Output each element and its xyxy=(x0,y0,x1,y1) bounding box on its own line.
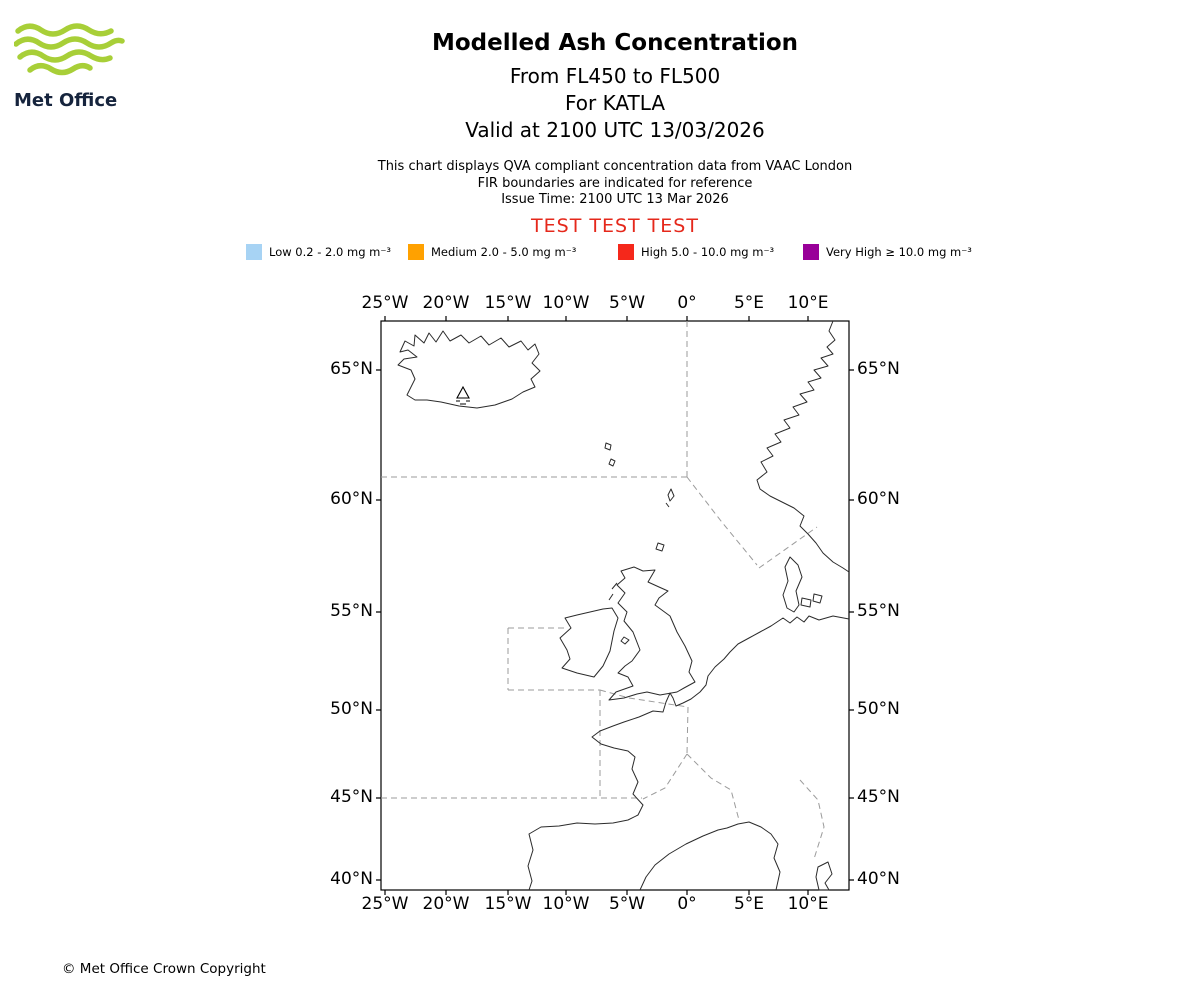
x-tick-bottom-20w: 20°W xyxy=(422,894,470,914)
legend-label-low: Low 0.2 - 2.0 mg m⁻³ xyxy=(269,245,392,259)
x-tick-top-10w: 10°W xyxy=(542,293,590,313)
coast-continental-europe xyxy=(527,615,850,891)
page-title: Modelled Ash Concentration xyxy=(431,30,799,56)
legend-item-low: Low 0.2 - 2.0 mg m⁻³ xyxy=(246,244,391,260)
coastlines xyxy=(397,320,850,891)
legend-swatch-high xyxy=(618,244,634,260)
coast-iceland xyxy=(397,330,541,409)
y-tick-left-45n: 45°N xyxy=(330,787,373,807)
x-tick-bottom-5w: 5°W xyxy=(608,894,646,914)
legend-swatch-low xyxy=(246,244,262,260)
coast-norway-sweden xyxy=(756,320,850,573)
y-tick-right-40n: 40°N xyxy=(857,869,900,889)
coast-isle-of-man xyxy=(620,636,630,645)
coast-great-britain xyxy=(608,566,696,701)
y-tick-right-60n: 60°N xyxy=(857,489,900,509)
x-tick-top-5e: 5°E xyxy=(733,293,765,313)
map-area xyxy=(373,313,857,898)
y-tick-left-65n: 65°N xyxy=(330,359,373,379)
y-tick-right-45n: 45°N xyxy=(857,787,900,807)
x-tick-bottom-5e: 5°E xyxy=(733,894,765,914)
x-tick-bottom-10e: 10°E xyxy=(787,894,829,914)
test-banner: TEST TEST TEST xyxy=(531,215,699,237)
x-tick-bottom-0: 0° xyxy=(677,894,697,914)
coast-corsica xyxy=(815,861,833,891)
coast-mediterranean xyxy=(639,821,781,891)
axis-ticks xyxy=(376,316,854,895)
logo-waves-icon xyxy=(13,23,125,76)
legend-swatch-medium xyxy=(408,244,424,260)
map-frame xyxy=(380,320,850,891)
volcano-line: For KATLA xyxy=(565,91,665,115)
legend-label-very-high: Very High ≥ 10.0 mg m⁻³ xyxy=(826,245,972,259)
logo-brand-text: Met Office xyxy=(14,90,118,111)
x-tick-bottom-15w: 15°W xyxy=(484,894,532,914)
legend-item-high: High 5.0 - 10.0 mg m⁻³ xyxy=(618,244,774,260)
coast-ireland xyxy=(559,607,619,678)
legend-swatch-very-high xyxy=(803,244,819,260)
x-tick-top-20w: 20°W xyxy=(422,293,470,313)
x-tick-top-15w: 15°W xyxy=(484,293,532,313)
legend-item-very-high: Very High ≥ 10.0 mg m⁻³ xyxy=(803,244,972,260)
coast-hebrides xyxy=(608,582,618,601)
qva-note: This chart displays QVA compliant concen… xyxy=(377,159,853,174)
x-tick-top-25w: 25°W xyxy=(361,293,409,313)
legend-label-high: High 5.0 - 10.0 mg m⁻³ xyxy=(641,245,775,259)
y-tick-left-40n: 40°N xyxy=(330,869,373,889)
met-office-logo xyxy=(13,22,129,88)
flight-level-line: From FL450 to FL500 xyxy=(509,64,721,88)
fir-note: FIR boundaries are indicated for referen… xyxy=(477,176,753,191)
fir-boundaries xyxy=(381,321,825,860)
issue-time: Issue Time: 2100 UTC 13 Mar 2026 xyxy=(501,192,729,207)
y-tick-left-60n: 60°N xyxy=(330,489,373,509)
y-tick-right-50n: 50°N xyxy=(857,699,900,719)
x-tick-top-10e: 10°E xyxy=(787,293,829,313)
y-tick-left-55n: 55°N xyxy=(330,601,373,621)
legend-item-medium: Medium 2.0 - 5.0 mg m⁻³ xyxy=(408,244,576,260)
x-tick-bottom-10w: 10°W xyxy=(542,894,590,914)
coast-shetland-orkney xyxy=(655,488,675,552)
x-tick-top-5w: 5°W xyxy=(608,293,646,313)
map-canvas xyxy=(376,316,854,895)
y-tick-right-55n: 55°N xyxy=(857,601,900,621)
y-tick-right-65n: 65°N xyxy=(857,359,900,379)
coast-denmark xyxy=(782,556,823,613)
copyright-text: © Met Office Crown Copyright xyxy=(62,961,266,977)
x-tick-bottom-25w: 25°W xyxy=(361,894,409,914)
x-tick-top-0: 0° xyxy=(677,293,697,313)
volcano-marker-icon xyxy=(456,385,470,405)
valid-time-line: Valid at 2100 UTC 13/03/2026 xyxy=(465,118,765,142)
coast-faroe-islands xyxy=(604,442,616,467)
y-tick-left-50n: 50°N xyxy=(330,699,373,719)
legend-label-medium: Medium 2.0 - 5.0 mg m⁻³ xyxy=(431,245,577,259)
